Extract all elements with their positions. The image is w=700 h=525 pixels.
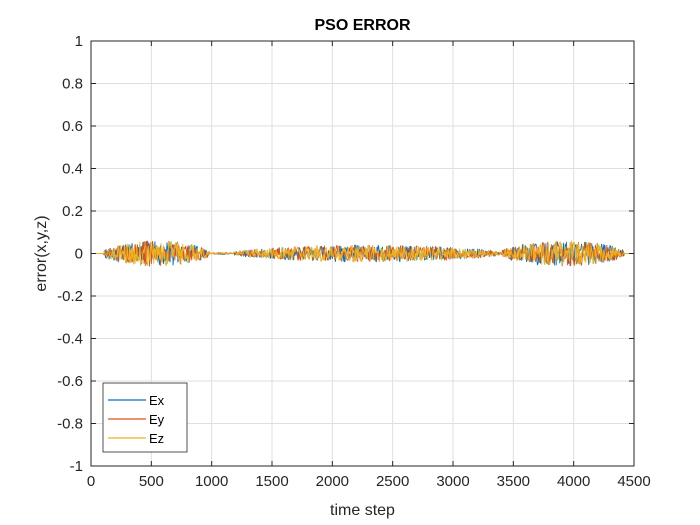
series-group — [91, 240, 630, 267]
x-tick-label: 1500 — [255, 473, 288, 490]
y-axis-label: error(x,y,z) — [33, 215, 50, 291]
legend-label-ex: Ex — [149, 393, 165, 408]
y-tick-label: -0.2 — [57, 288, 83, 305]
y-tick-label: -0.8 — [57, 416, 83, 433]
y-tick-label: -0.4 — [57, 331, 83, 348]
x-tick-label: 0 — [87, 473, 95, 490]
x-tick-label: 4500 — [617, 473, 650, 490]
y-tick-label: 0.4 — [62, 161, 83, 178]
x-tick-label: 4000 — [557, 473, 590, 490]
legend: Ex Ey Ez — [102, 382, 188, 453]
y-tick-label: 0.8 — [62, 76, 83, 93]
x-tick-label: 3000 — [436, 473, 469, 490]
x-tick-label: 3500 — [497, 473, 530, 490]
x-axis-label: time step — [330, 502, 395, 519]
legend-label-ez: Ez — [149, 431, 164, 446]
chart-title: PSO ERROR — [314, 17, 410, 34]
x-tick-label: 500 — [139, 473, 164, 490]
x-tick-label: 1000 — [195, 473, 228, 490]
legend-label-ey: Ey — [149, 412, 165, 427]
y-tick-label: 0.6 — [62, 118, 83, 135]
y-tick-label: 0 — [75, 246, 83, 263]
y-tick-label: 1 — [75, 33, 83, 50]
y-tick-label: -0.6 — [57, 373, 83, 390]
ticks — [90, 40, 635, 467]
x-tick-label: 2500 — [376, 473, 409, 490]
x-tick-label: 2000 — [316, 473, 349, 490]
y-tick-label: 0.2 — [62, 203, 83, 220]
series-line-ez — [91, 240, 630, 266]
legend-box — [102, 382, 188, 453]
tick-labels: 0 500 1000 1500 2000 2500 3000 3500 4000 4500 -1 -0… — [57, 33, 651, 490]
y-tick-label: -1 — [70, 458, 83, 475]
